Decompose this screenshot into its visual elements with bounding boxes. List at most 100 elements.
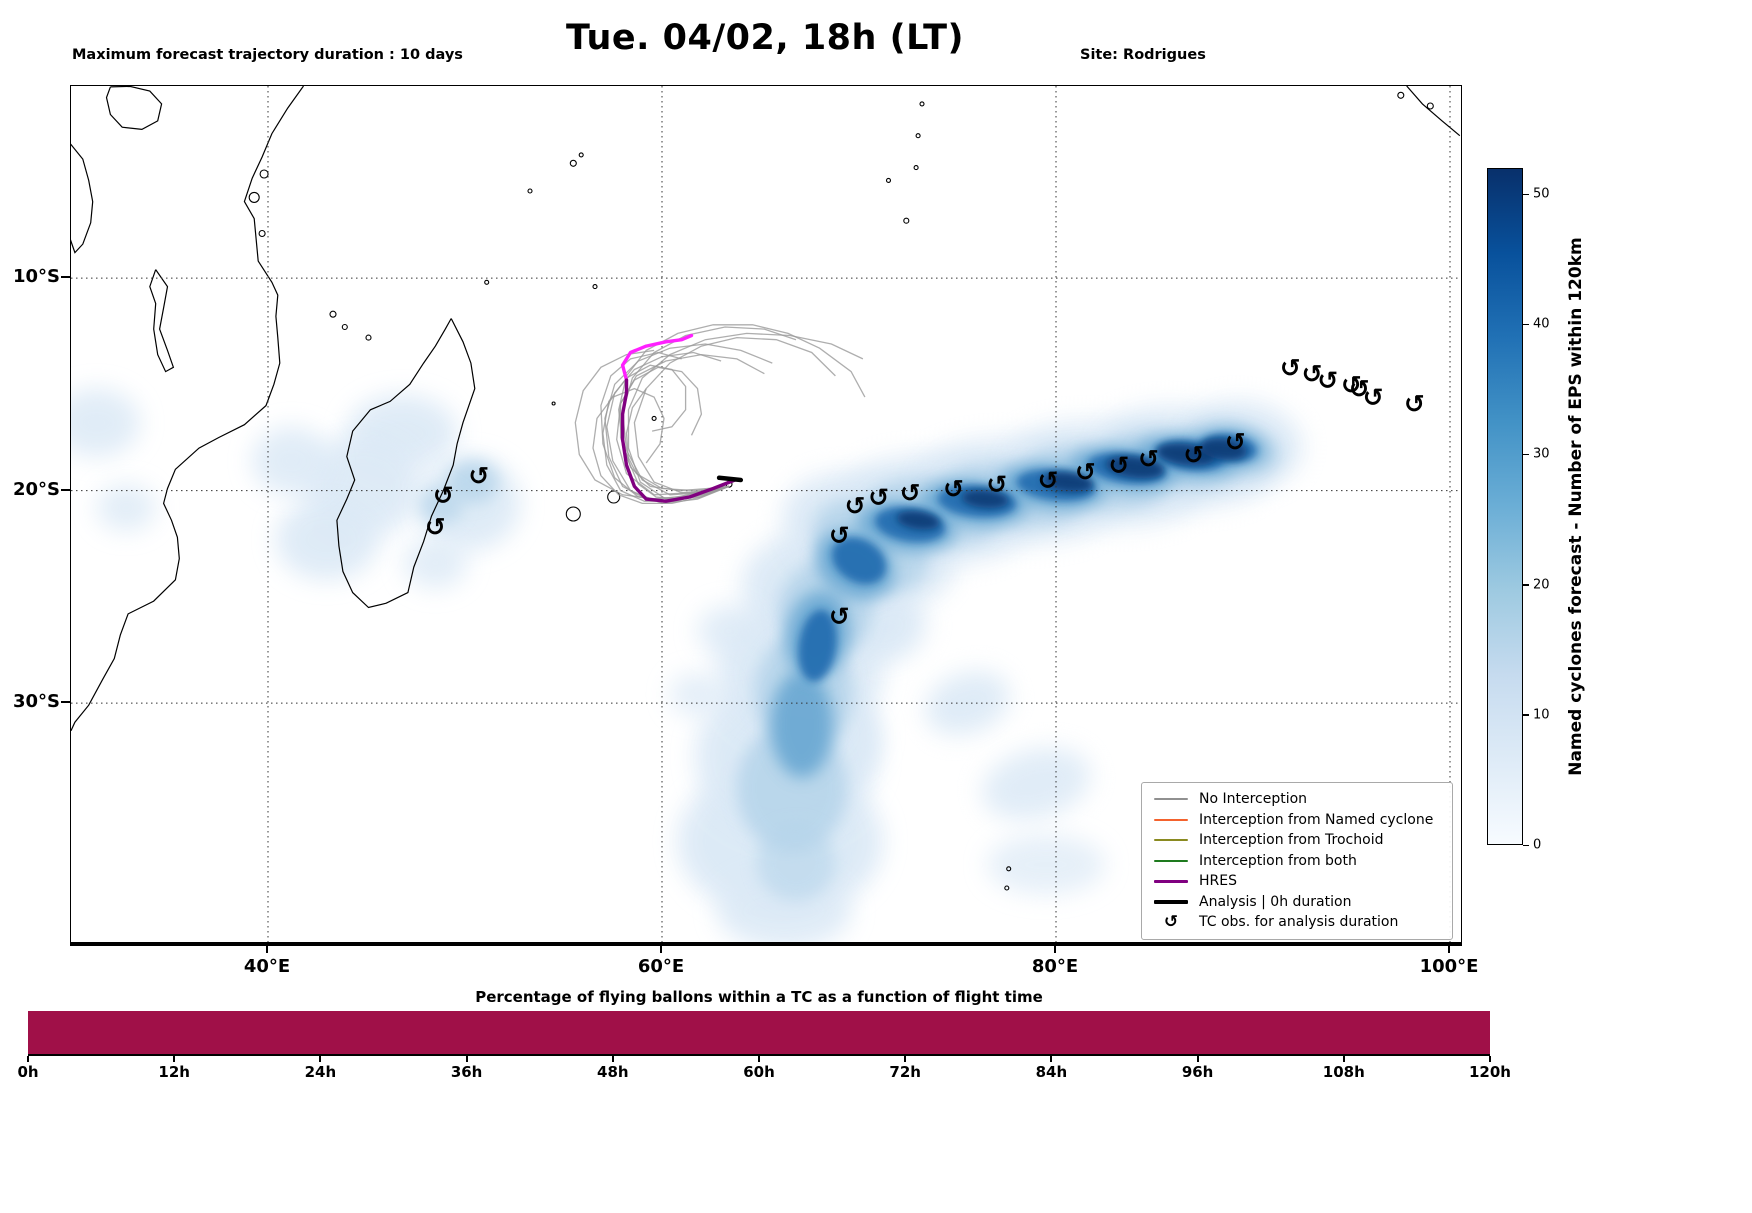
tc-obs-icon: ↺ <box>1038 466 1059 495</box>
legend-sample <box>1152 839 1190 842</box>
eps-density-blob <box>447 460 499 504</box>
legend-line-sample <box>1154 900 1188 904</box>
y-axis-tick-mark <box>61 276 70 279</box>
island-outline <box>551 401 556 406</box>
island-outline <box>1004 885 1010 891</box>
balloon-x-tick-label: 72h <box>889 1063 921 1081</box>
balloon-x-tick-label: 96h <box>1181 1063 1214 1081</box>
map-plot-area: ↺ ↺ ↺ ↺ ↺ ↺ ↺ ↺ ↺ ↺ ↺ ↺ ↺ ↺ ↺ ↺ ↺ ↺ ↺ ↺ ↺ ↺ ↺ <box>70 85 1462 946</box>
legend: No Interception Interception from Named c… <box>1141 782 1453 940</box>
balloon-x-tick-mark <box>758 1056 760 1062</box>
balloon-x-tick-mark <box>27 1056 29 1062</box>
coastline-layer <box>71 86 1461 891</box>
tc-obs-icon: ↺ <box>1225 428 1246 457</box>
legend-item: Interception from Trochoid <box>1152 830 1442 851</box>
legend-sample <box>1152 859 1190 862</box>
eps-density-blob <box>697 605 761 657</box>
legend-line-sample <box>1154 818 1188 821</box>
legend-sample: ↺ <box>1152 913 1190 931</box>
balloon-x-tick-label: 108h <box>1322 1063 1365 1081</box>
balloon-x-tick-mark <box>1196 1056 1199 1062</box>
tc-obs-icon: ↺ <box>1183 441 1204 470</box>
tc-obs-icon: ↺ <box>1341 370 1362 399</box>
tc-obs-icon: ↺ <box>433 481 454 510</box>
hres-highlight-track <box>620 333 694 382</box>
eps-density-blob <box>798 609 837 682</box>
y-axis-tick-mark <box>61 701 70 704</box>
tc-obs-icon: ↺ <box>943 475 964 504</box>
balloon-x-tick-label: 24h <box>304 1063 337 1081</box>
legend-item: No Interception <box>1152 789 1442 810</box>
balloon-percentage-bar <box>28 1011 1490 1056</box>
eps-trajectory <box>621 326 797 496</box>
island-outline <box>484 279 490 285</box>
eps-density-blob <box>987 834 1106 895</box>
balloon-x-tick-mark <box>1489 1056 1491 1062</box>
tc-obs-icon: ↺ <box>425 513 446 542</box>
tc-obs-icon: ↺ <box>1317 366 1338 395</box>
site-line: Site: Rodrigues <box>1080 47 1206 63</box>
legend-item: Interception from Named cyclone <box>1152 810 1442 831</box>
colorbar-tick-mark <box>1523 584 1529 586</box>
legend-item-label: HRES <box>1199 873 1237 890</box>
x-axis-tick-mark <box>1448 946 1450 953</box>
eps-density-blob <box>252 426 331 495</box>
colorbar <box>1487 168 1523 845</box>
tc-obs-icon: ↺ <box>900 479 921 508</box>
balloon-x-tick-mark <box>904 1056 907 1062</box>
island-outline <box>341 323 348 331</box>
x-axis-tick-mark <box>266 946 268 953</box>
legend-sample <box>1152 900 1190 904</box>
legend-item-label: TC obs. for analysis duration <box>1199 914 1399 931</box>
map-canvas: ↺↺↺ ↺↺ ↺ ↺ ↺ ↺ ↺ ↺ ↺ ↺ ↺ ↺↺↺ ↺↺ ↺↺↺ ↺ <box>71 86 1461 942</box>
analysis-track <box>716 475 744 483</box>
balloon-x-tick-label: 36h <box>450 1063 483 1081</box>
legend-item: Interception from both <box>1152 851 1442 872</box>
colorbar-label: Named cyclones forecast - Number of EPS … <box>1566 237 1586 776</box>
eps-density-blob <box>1042 472 1094 493</box>
island-outline <box>569 159 577 167</box>
eps-trajectory <box>618 324 866 492</box>
island-outline <box>258 229 266 238</box>
colorbar-tick-mark <box>1523 323 1529 326</box>
colorbar-tick-mark <box>1523 453 1529 456</box>
eps-density-blob <box>832 537 886 585</box>
tc-obs-icon: ↺ <box>1075 458 1096 487</box>
legend-item: ↺ TC obs. for analysis duration <box>1152 912 1442 933</box>
tc-obs-icon: ↺ <box>1302 360 1323 389</box>
balloon-x-tick-mark <box>319 1056 322 1062</box>
eps-density-blob <box>419 486 464 525</box>
balloon-x-tick-label: 12h <box>158 1063 190 1081</box>
island-outline <box>1006 866 1012 872</box>
tc-obs-icon: ↺ <box>829 521 850 550</box>
island-outline <box>578 152 584 158</box>
island-outline <box>651 415 657 421</box>
colorbar-tick-label: 50 <box>1533 186 1550 202</box>
tc-obs-icon: ↺ <box>1404 390 1425 419</box>
legend-item-label: Interception from Named cyclone <box>1199 811 1434 828</box>
island-outline <box>248 191 260 203</box>
grid-layer <box>71 86 1461 942</box>
eps-density-blob <box>403 537 467 589</box>
legend-item-label: Interception from both <box>1199 852 1357 869</box>
legend-line-sample <box>1154 879 1188 883</box>
balloon-x-tick-label: 48h <box>597 1063 629 1081</box>
x-axis-tick-mark <box>660 946 662 953</box>
tc-obs-icon: ↺ <box>1138 445 1159 474</box>
balloon-x-tick-mark <box>611 1056 614 1062</box>
island-outline <box>259 169 269 179</box>
coastline-path <box>149 269 175 373</box>
coastline-path <box>1406 86 1461 137</box>
balloon-x-tick-mark <box>465 1056 468 1062</box>
island-outline <box>919 101 925 107</box>
track-layer <box>620 333 744 503</box>
tc-obs-layer: ↺↺↺ ↺↺ ↺ ↺ ↺ ↺ ↺ ↺ ↺ ↺ ↺ ↺↺↺ ↺↺ ↺↺↺ ↺ <box>425 353 1425 631</box>
legend-line-sample <box>1154 798 1188 801</box>
legend-item: Analysis | 0h duration <box>1152 892 1442 913</box>
eps-density-blob <box>982 747 1091 820</box>
eps-density-blob <box>756 824 836 901</box>
eps-trajectory <box>627 332 864 500</box>
colorbar-tick-mark <box>1523 193 1529 196</box>
legend-line-sample <box>1154 859 1188 862</box>
